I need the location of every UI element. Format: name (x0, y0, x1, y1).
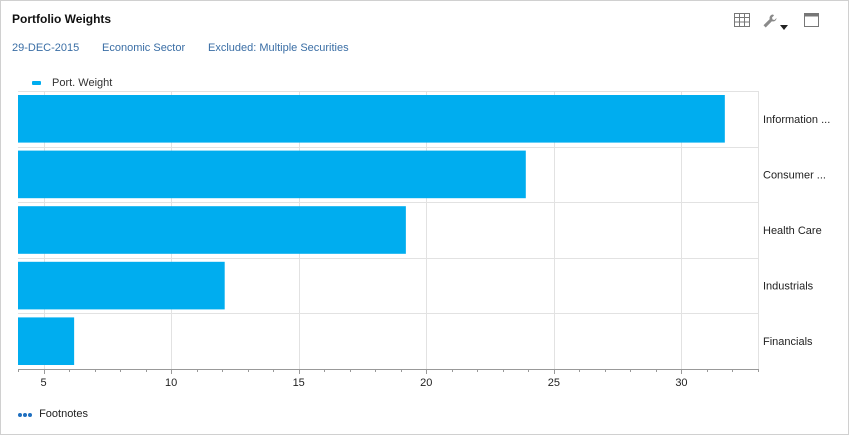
x-tick-label-1: 10 (165, 377, 177, 389)
panel-toolbar (734, 13, 834, 31)
bar-2 (18, 206, 406, 254)
x-tick-label-4: 25 (548, 377, 560, 389)
category-label-3: Industrials (763, 281, 814, 293)
maximize-icon[interactable] (804, 13, 819, 32)
grouping-link[interactable]: Economic Sector (102, 42, 186, 54)
grid-view-icon[interactable] (734, 13, 750, 32)
category-label-0: Information ... (763, 114, 830, 126)
bar-4 (18, 317, 75, 365)
x-tick-label-5: 30 (675, 377, 687, 389)
panel-title: Portfolio Weights (12, 12, 112, 26)
x-tick-label-2: 15 (293, 377, 305, 389)
wrench-icon[interactable] (762, 13, 778, 34)
bar-1 (18, 150, 526, 199)
bar-3 (18, 261, 225, 310)
category-label-2: Health Care (763, 225, 822, 237)
x-tick-label-0: 5 (40, 377, 46, 389)
bar-0 (18, 95, 725, 143)
footnotes-label: Footnotes (39, 408, 88, 420)
footnotes-link[interactable]: Footnotes (18, 408, 88, 420)
legend-label: Port. Weight (52, 77, 113, 89)
dropdown-caret-icon[interactable] (780, 18, 788, 36)
category-label-4: Financials (763, 336, 813, 348)
exclusion-link[interactable]: Excluded: Multiple Securities (208, 42, 349, 54)
x-tick-label-3: 20 (420, 377, 432, 389)
legend-swatch (32, 81, 41, 85)
date-link[interactable]: 29-DEC-2015 (12, 42, 80, 54)
more-dots-icon (18, 408, 33, 420)
category-label-1: Consumer ... (763, 169, 826, 181)
